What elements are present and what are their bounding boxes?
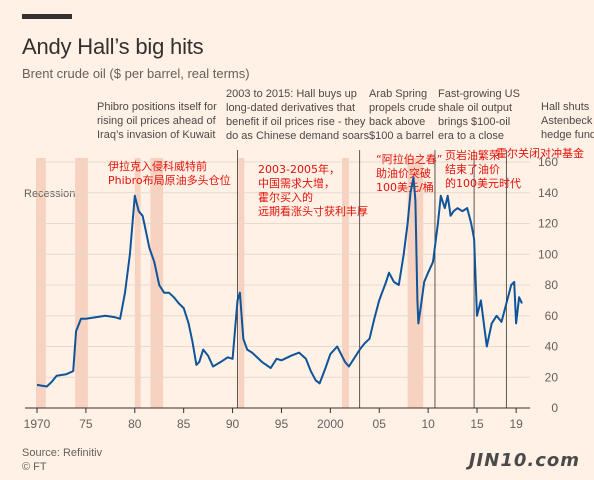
y-tick-label: 20 (545, 370, 559, 384)
x-tick-label: 75 (79, 417, 93, 431)
jin10-watermark: JIN10.com (468, 450, 580, 471)
x-tick-label: 05 (373, 417, 387, 431)
x-tick-label: 2000 (317, 417, 344, 431)
annotation-text: Fast-growing US (438, 88, 520, 100)
recession-band (150, 158, 164, 408)
chart-subtitle: Brent crude oil ($ per barrel, real term… (22, 66, 250, 81)
annotation-text: Hall shuts (541, 101, 590, 113)
x-tick-label: 15 (470, 417, 484, 431)
annotation-translation: 页岩油繁荣 (445, 148, 500, 162)
annotation-translation: 远期看涨头寸获利丰厚 (258, 204, 368, 218)
annotation-text: shale oil output (438, 102, 512, 114)
y-tick-label: 100 (538, 247, 558, 261)
recession-label: Recession (24, 188, 75, 200)
y-tick-label: 80 (545, 278, 559, 292)
y-tick-label: 60 (545, 309, 559, 323)
x-tick-label: 1970 (24, 417, 51, 431)
annotation-text: back above (369, 116, 425, 128)
source-note: Source: Refinitiv (22, 447, 103, 459)
x-tick-label: 10 (421, 417, 435, 431)
annotation-text: 2003 to 2015: Hall buys up (226, 88, 357, 100)
y-tick-label: 0 (551, 401, 558, 415)
annotation-translation: 2003-2005年， (258, 162, 340, 176)
x-tick-label: 90 (226, 417, 240, 431)
x-tick-label: 19 (509, 417, 523, 431)
y-tick-label: 160 (538, 155, 558, 169)
brent-price-line (36, 176, 523, 388)
annotation-text: benefit if oil prices rise - they (226, 116, 366, 128)
y-tick-label: 40 (545, 340, 559, 354)
annotation-text: Astenbeck (541, 115, 593, 127)
x-tick-label: 85 (177, 417, 191, 431)
recession-band (36, 158, 46, 408)
copyright-note: © FT (22, 461, 47, 473)
annotation-text: hedge fund (541, 129, 594, 141)
x-tick-label: 95 (275, 417, 289, 431)
x-tick-label: 80 (128, 417, 142, 431)
recession-band (407, 158, 424, 408)
y-tick-label: 140 (538, 186, 558, 200)
annotation-translation: 的100美元时代 (445, 176, 521, 190)
annotation-translation: 霍尔关闭对冲基金 (496, 146, 584, 160)
annotation-translation: 100美元/桶 (376, 180, 434, 194)
annotation-text: brings $100-oil (438, 116, 510, 128)
annotation-translation: “阿拉伯之春” (376, 152, 442, 166)
annotation-translation: Phibro布局原油多头仓位 (108, 173, 231, 187)
recession-band (342, 158, 349, 408)
annotation-translation: 霍尔买入的 (258, 190, 313, 204)
annotation-text: do as Chinese demand soars (226, 130, 370, 142)
annotation-translation: 结束了油价 (445, 162, 500, 176)
annotation-text: rising oil prices ahead of (97, 115, 217, 127)
annotation-text: long-dated derivatives that (226, 102, 355, 114)
recession-band (75, 158, 88, 408)
annotation-text: Iraq’s invasion of Kuwait (97, 129, 215, 141)
annotation-translation: 伊拉克入侵科威特前 (108, 159, 207, 173)
annotation-translation: 助油价突破 (376, 166, 431, 180)
recession-band (238, 158, 245, 408)
annotation-text: Phibro positions itself for (97, 101, 217, 113)
ft-title-bar (22, 14, 72, 19)
annotation-text: propels crude (369, 102, 436, 114)
annotation-translation: 中国需求大增， (258, 176, 335, 190)
chart-title: Andy Hall’s big hits (22, 34, 204, 59)
y-tick-label: 120 (538, 217, 558, 231)
recession-band (134, 158, 141, 408)
annotation-text: era to a close (438, 130, 504, 142)
annotation-text: $100 a barrel (369, 130, 434, 142)
annotation-text: Arab Spring (369, 88, 427, 100)
